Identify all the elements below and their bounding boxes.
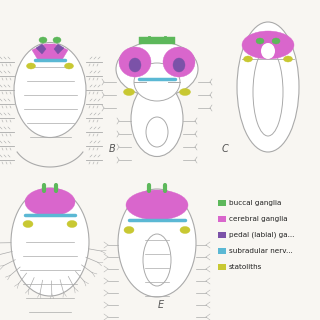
Ellipse shape — [129, 58, 141, 72]
Ellipse shape — [143, 234, 171, 286]
Ellipse shape — [124, 227, 134, 234]
Text: buccal ganglia: buccal ganglia — [229, 200, 281, 206]
Ellipse shape — [27, 63, 36, 69]
Ellipse shape — [284, 56, 292, 62]
Ellipse shape — [67, 220, 77, 228]
Bar — [218, 264, 226, 270]
Ellipse shape — [163, 47, 195, 77]
Ellipse shape — [124, 89, 134, 95]
Ellipse shape — [65, 63, 74, 69]
Text: pedal (labial) ga...: pedal (labial) ga... — [229, 232, 294, 238]
Ellipse shape — [53, 37, 61, 43]
Text: E: E — [158, 300, 164, 310]
Bar — [218, 232, 226, 238]
Ellipse shape — [23, 220, 33, 228]
Ellipse shape — [180, 227, 190, 234]
Text: C: C — [222, 144, 229, 154]
Ellipse shape — [131, 82, 183, 156]
Ellipse shape — [180, 89, 190, 95]
Ellipse shape — [261, 43, 275, 59]
Bar — [218, 216, 226, 222]
Ellipse shape — [134, 63, 180, 101]
Text: statoliths: statoliths — [229, 264, 262, 270]
Ellipse shape — [237, 22, 299, 152]
Ellipse shape — [253, 48, 283, 136]
Text: cerebral ganglia: cerebral ganglia — [229, 216, 288, 222]
Ellipse shape — [119, 47, 151, 77]
Ellipse shape — [14, 43, 86, 138]
Text: subradular nerv...: subradular nerv... — [229, 248, 293, 254]
Ellipse shape — [11, 188, 89, 296]
Bar — [218, 200, 226, 206]
Ellipse shape — [118, 189, 196, 297]
Ellipse shape — [244, 56, 252, 62]
Polygon shape — [36, 44, 46, 54]
Polygon shape — [54, 44, 64, 54]
Ellipse shape — [39, 37, 47, 43]
Ellipse shape — [256, 38, 264, 44]
Polygon shape — [32, 44, 68, 60]
Ellipse shape — [146, 117, 168, 147]
Ellipse shape — [242, 31, 294, 59]
Bar — [218, 248, 226, 254]
Ellipse shape — [126, 190, 188, 220]
Ellipse shape — [272, 38, 280, 44]
Ellipse shape — [116, 42, 198, 97]
Polygon shape — [139, 37, 175, 44]
Ellipse shape — [25, 188, 75, 216]
Ellipse shape — [173, 58, 185, 72]
Text: B: B — [109, 144, 116, 154]
